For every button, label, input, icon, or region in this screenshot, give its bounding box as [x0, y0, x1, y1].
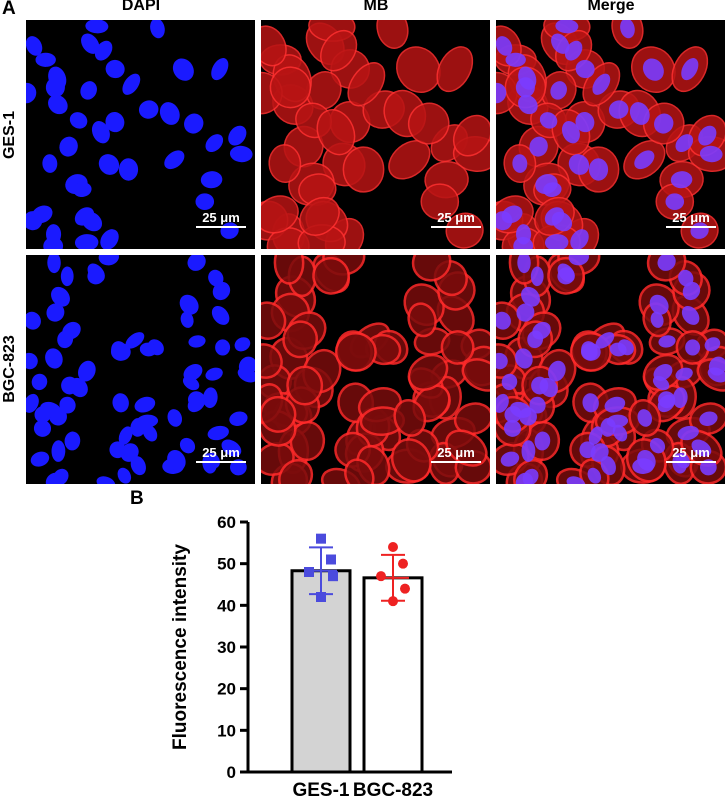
- scale-bar: 25 μm: [196, 210, 246, 228]
- column-header-dapi: DAPI: [121, 0, 161, 14]
- scale-bar-label: 25 μm: [437, 210, 475, 225]
- data-point: [388, 596, 398, 607]
- data-point: [326, 554, 336, 565]
- data-point: [328, 571, 338, 582]
- data-point: [304, 567, 314, 577]
- x-tick-label: GES-1: [292, 780, 349, 800]
- scale-bar: 25 μm: [666, 445, 716, 463]
- data-point: [376, 571, 386, 582]
- panel-a-letter: A: [2, 0, 16, 19]
- scale-bar: 25 μm: [431, 445, 481, 463]
- row-label-ges1: GES-1: [1, 111, 18, 160]
- micrograph-mb-ges1: 25 μm: [261, 20, 490, 249]
- y-tick-label: 20: [217, 680, 236, 699]
- scale-bar: 25 μm: [431, 210, 481, 228]
- scale-bar: 25 μm: [196, 445, 246, 463]
- micrograph-merge-ges1: 25 μm: [496, 20, 725, 249]
- scale-bar-label: 25 μm: [672, 210, 710, 225]
- scale-bar-line: [666, 461, 716, 463]
- column-header-merge: Merge: [587, 0, 635, 14]
- micrograph-merge-bgc823: 25 μm: [496, 255, 725, 484]
- panel-b-letter: B: [130, 488, 144, 509]
- scale-bar: 25 μm: [666, 210, 716, 228]
- y-axis-label: Fluorescence intensity: [170, 544, 191, 750]
- bar-bgc-823: [362, 576, 424, 774]
- scale-bar-line: [666, 226, 716, 228]
- scale-bar-line: [431, 226, 481, 228]
- y-tick-label: 50: [217, 555, 236, 574]
- scale-bar-line: [196, 226, 246, 228]
- bar-chart: 0 10 20 30 40 50 60 Fluorescence intensity GES-1…: [170, 513, 452, 800]
- column-header-mb: MB: [363, 0, 389, 14]
- x-tick-label: BGC-823: [353, 780, 433, 800]
- micrograph-dapi-bgc823: 25 μm: [26, 255, 255, 484]
- y-tick-label: 40: [217, 596, 236, 615]
- data-point: [316, 533, 326, 544]
- scale-bar-label: 25 μm: [437, 445, 475, 460]
- y-tick-label: 60: [217, 513, 236, 532]
- row-label-bgc823: BGC-823: [1, 335, 18, 403]
- y-tick-label: 10: [217, 721, 236, 740]
- scale-bar-line: [196, 461, 246, 463]
- scale-bar-label: 25 μm: [202, 445, 240, 460]
- scale-bar-label: 25 μm: [202, 210, 240, 225]
- y-tick-label: 30: [217, 638, 236, 657]
- micrograph-dapi-ges1: 25 μm: [26, 20, 255, 249]
- scale-bar-label: 25 μm: [672, 445, 710, 460]
- micrograph-mb-bgc823: 25 μm: [261, 255, 490, 484]
- data-point: [388, 542, 398, 552]
- y-tick-label: 0: [227, 763, 236, 782]
- data-point: [398, 558, 408, 569]
- data-point: [316, 592, 326, 602]
- data-point: [400, 583, 410, 594]
- scale-bar-line: [431, 461, 481, 463]
